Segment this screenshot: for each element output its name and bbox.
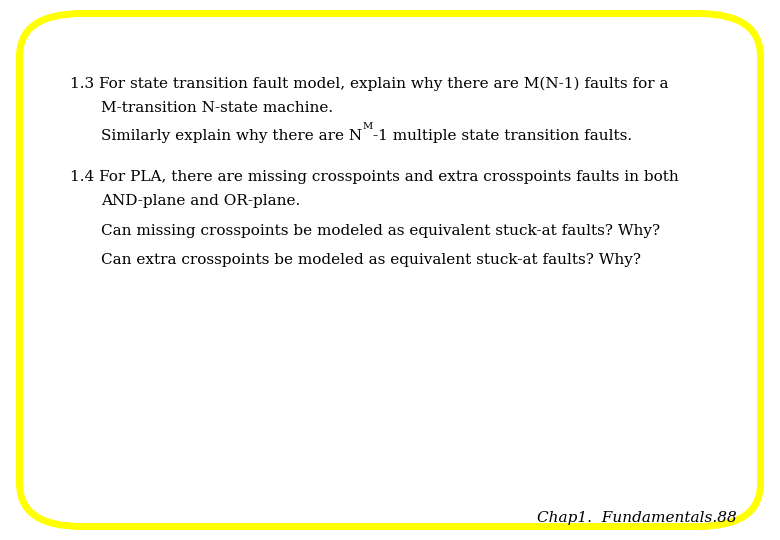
Text: Similarly explain why there are N: Similarly explain why there are N <box>101 129 363 143</box>
FancyBboxPatch shape <box>20 14 760 526</box>
Text: AND-plane and OR-plane.: AND-plane and OR-plane. <box>101 194 300 208</box>
Text: M: M <box>363 122 373 131</box>
Text: -1 multiple state transition faults.: -1 multiple state transition faults. <box>373 129 632 143</box>
Text: M-transition N-state machine.: M-transition N-state machine. <box>101 101 334 115</box>
Text: Can extra crosspoints be modeled as equivalent stuck-at faults? Why?: Can extra crosspoints be modeled as equi… <box>101 253 641 267</box>
Text: 1.4 For PLA, there are missing crosspoints and extra crosspoints faults in both: 1.4 For PLA, there are missing crosspoin… <box>70 170 679 184</box>
Text: 1.3 For state transition fault model, explain why there are M(N-1) faults for a: 1.3 For state transition fault model, ex… <box>70 77 668 91</box>
Text: Can missing crosspoints be modeled as equivalent stuck-at faults? Why?: Can missing crosspoints be modeled as eq… <box>101 224 661 238</box>
Text: Chap1.  Fundamentals.88: Chap1. Fundamentals.88 <box>537 511 737 525</box>
